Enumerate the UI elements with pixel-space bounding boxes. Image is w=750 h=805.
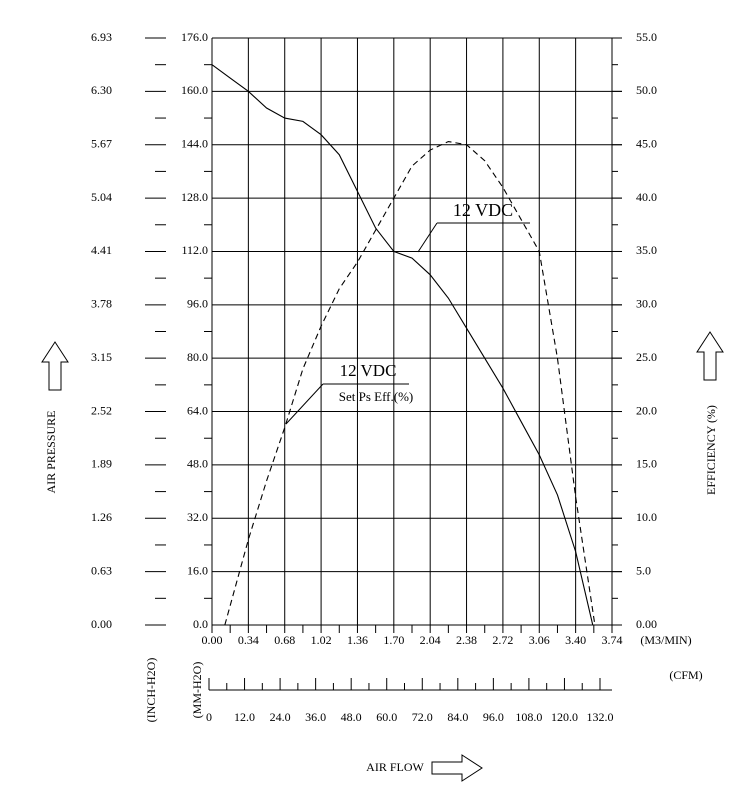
y-tick-label: 128.0 (181, 190, 208, 204)
y2-tick-label: 0.00 (636, 617, 657, 631)
x-tick-label: 1.02 (311, 633, 332, 647)
cfm-tick-label: 48.0 (341, 710, 362, 724)
right-arrow (431, 754, 483, 782)
y2-tick-label: 45.0 (636, 136, 657, 150)
cfm-tick-label: 72.0 (412, 710, 433, 724)
x-tick-label: 2.04 (420, 633, 441, 647)
cfm-tick-label: 84.0 (447, 710, 468, 724)
y-tick-label: 160.0 (181, 83, 208, 97)
cfm-tick-label: 36.0 (305, 710, 326, 724)
efficiency-curve (224, 140, 596, 626)
cfm-tick-label: 108.0 (515, 710, 542, 724)
cfm-tick-label: 132.0 (587, 710, 614, 724)
x-tick-label: 3.06 (529, 633, 550, 647)
inch-tick-label: 0.63 (91, 563, 112, 577)
x-tick-label: 0.68 (274, 633, 295, 647)
cfm-tick-label: 0 (206, 710, 212, 724)
x-axis-title: AIR FLOW (366, 760, 424, 774)
x-tick-label: 2.72 (492, 633, 513, 647)
y2-axis-title: EFFICIENCY (%) (704, 405, 718, 495)
x-tick-label: 3.40 (565, 633, 586, 647)
inch-tick-label: 3.78 (91, 297, 112, 311)
up-arrow (41, 341, 69, 391)
cfm-tick-label: 12.0 (234, 710, 255, 724)
y-axis-title: AIR PRESSURE (44, 410, 58, 493)
y2-tick-label: 20.0 (636, 403, 657, 417)
annotation-leader (417, 222, 438, 253)
x-tick-label: 0.00 (202, 633, 223, 647)
y2-tick-label: 30.0 (636, 297, 657, 311)
y2-tick-label: 40.0 (636, 190, 657, 204)
annotation: 12 VDC (340, 361, 397, 380)
mm-unit: (MM-H2O) (190, 662, 204, 719)
x-tick-label: 1.70 (383, 633, 404, 647)
inch-tick-label: 5.67 (91, 136, 112, 150)
annotation: 12 VDC (453, 200, 513, 220)
y-tick-label: 48.0 (187, 457, 208, 471)
y-tick-label: 64.0 (187, 403, 208, 417)
inch-tick-label: 1.26 (91, 510, 112, 524)
y-tick-label: 112.0 (181, 243, 208, 257)
y-tick-label: 0.0 (193, 617, 208, 631)
y2-tick-label: 35.0 (636, 243, 657, 257)
y-tick-label: 16.0 (187, 563, 208, 577)
annotation: Set Ps Eff.(%) (339, 389, 414, 404)
y2-tick-label: 5.0 (636, 563, 651, 577)
inch-tick-label: 4.41 (91, 243, 112, 257)
up-arrow (696, 331, 724, 381)
y-tick-label: 144.0 (181, 136, 208, 150)
cfm-unit: (CFM) (669, 668, 702, 682)
cfm-tick-label: 120.0 (551, 710, 578, 724)
cfm-tick-label: 60.0 (376, 710, 397, 724)
y2-tick-label: 25.0 (636, 350, 657, 364)
inch-tick-label: 2.52 (91, 403, 112, 417)
inch-tick-label: 0.00 (91, 617, 112, 631)
y2-tick-label: 55.0 (636, 30, 657, 44)
y-tick-label: 176.0 (181, 30, 208, 44)
annotation-leader (285, 383, 324, 425)
y2-tick-label: 50.0 (636, 83, 657, 97)
x-tick-label: 1.36 (347, 633, 368, 647)
cfm-tick-label: 96.0 (483, 710, 504, 724)
inch-unit: (INCH-H2O) (144, 658, 158, 723)
x-tick-label: 3.74 (602, 633, 623, 647)
y-tick-label: 32.0 (187, 510, 208, 524)
y-tick-label: 96.0 (187, 297, 208, 311)
inch-tick-label: 5.04 (91, 190, 112, 204)
y2-tick-label: 15.0 (636, 457, 657, 471)
inch-tick-label: 6.30 (91, 83, 112, 97)
pressure-curve (211, 64, 594, 626)
x-tick-label: 0.34 (238, 633, 259, 647)
inch-tick-label: 3.15 (91, 350, 112, 364)
x-tick-label: 2.38 (456, 633, 477, 647)
y2-tick-label: 10.0 (636, 510, 657, 524)
x-unit: (M3/MIN) (640, 633, 691, 647)
inch-tick-label: 6.93 (91, 30, 112, 44)
y-tick-label: 80.0 (187, 350, 208, 364)
inch-tick-label: 1.89 (91, 457, 112, 471)
cfm-tick-label: 24.0 (270, 710, 291, 724)
